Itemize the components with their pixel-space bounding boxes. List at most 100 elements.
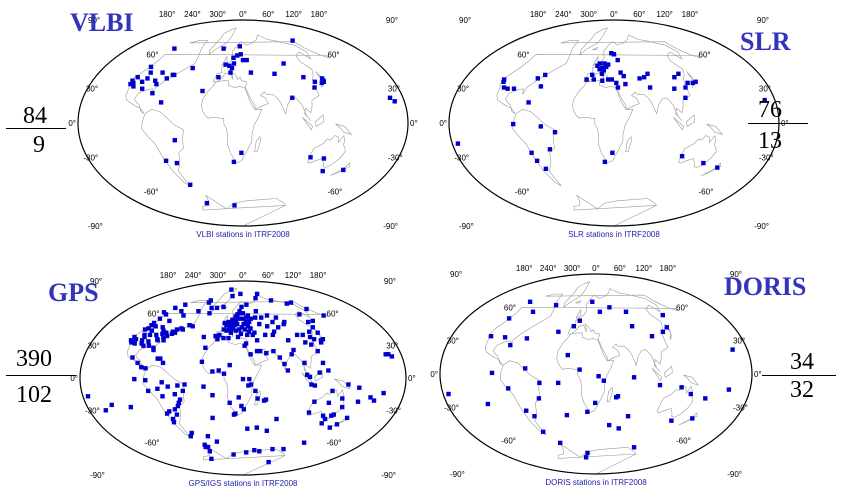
station-marker	[488, 334, 494, 339]
station-marker	[616, 426, 621, 431]
latitude-label-right: 60°	[327, 309, 339, 318]
station-marker	[690, 80, 695, 86]
station-marker	[320, 413, 326, 418]
station-marker	[149, 328, 154, 333]
station-marker	[228, 330, 234, 335]
station-marker	[265, 324, 270, 329]
station-marker	[506, 316, 512, 321]
station-marker	[199, 359, 205, 364]
station-marker	[614, 80, 619, 86]
station-marker	[340, 396, 345, 401]
gps-count-rule	[6, 375, 76, 376]
vlbi-count-rule	[6, 128, 66, 129]
station-marker	[690, 416, 695, 421]
station-marker	[132, 376, 137, 382]
station-marker	[231, 412, 237, 417]
gps-map-frame	[79, 280, 407, 476]
station-marker	[310, 318, 315, 324]
station-marker	[585, 450, 590, 456]
station-marker	[243, 319, 248, 325]
station-marker	[274, 416, 279, 422]
station-marker	[258, 348, 263, 354]
latitude-label-left: -30°	[454, 153, 469, 162]
station-marker	[103, 408, 108, 413]
latitude-label-right: -60°	[676, 437, 691, 446]
station-marker	[206, 300, 212, 305]
station-marker	[693, 79, 698, 84]
longitude-label: 180°	[159, 10, 176, 19]
latitude-label-right: 90°	[459, 16, 471, 25]
station-marker	[317, 370, 322, 375]
station-marker	[241, 321, 246, 327]
station-marker	[387, 95, 393, 100]
station-marker	[591, 77, 596, 82]
station-marker	[547, 147, 553, 152]
slr-landmass	[496, 27, 724, 226]
station-marker	[183, 302, 188, 307]
station-marker	[601, 68, 606, 73]
station-marker	[239, 304, 244, 310]
station-marker	[160, 70, 165, 75]
station-marker	[286, 338, 291, 343]
station-marker	[340, 404, 345, 410]
station-marker	[232, 203, 237, 208]
station-marker	[527, 299, 533, 304]
longitude-label: 180°	[682, 10, 699, 19]
station-marker	[300, 332, 305, 338]
latitude-label-left: -30°	[444, 403, 459, 412]
station-marker	[501, 85, 507, 90]
slr-caption: SLR stations in ITRF2008	[568, 230, 660, 239]
station-marker	[160, 325, 165, 330]
station-marker	[346, 382, 351, 387]
longitude-label: 120°	[636, 264, 653, 273]
station-marker	[196, 309, 201, 314]
station-marker	[179, 309, 184, 314]
latitude-label-right: -90°	[88, 222, 103, 231]
latitude-label-right: -30°	[386, 406, 401, 415]
station-marker	[132, 341, 137, 346]
station-marker	[355, 399, 361, 404]
longitude-label: 0°	[610, 10, 618, 19]
latitude-label-left: -60°	[515, 188, 530, 197]
station-marker	[233, 328, 238, 333]
latitude-label-left: -30°	[83, 153, 98, 162]
station-marker	[133, 337, 139, 342]
station-marker	[207, 311, 212, 316]
station-marker	[257, 449, 262, 454]
station-marker	[227, 362, 232, 368]
station-marker	[672, 75, 677, 80]
station-marker	[172, 407, 178, 412]
station-marker	[169, 331, 175, 336]
station-marker	[304, 306, 309, 312]
doris-caption: DORIS stations in ITRF2008	[545, 478, 647, 487]
station-marker	[167, 409, 172, 414]
latitude-label-left: -90°	[381, 471, 396, 480]
station-marker	[597, 61, 603, 66]
station-marker	[163, 312, 169, 317]
station-marker	[160, 360, 166, 366]
station-marker	[248, 352, 253, 357]
station-marker	[543, 166, 549, 171]
station-marker	[649, 334, 655, 339]
latitude-label-right: -60°	[328, 188, 343, 197]
latitude-label-left: 30°	[88, 342, 100, 351]
station-marker	[253, 296, 258, 301]
station-marker	[213, 333, 218, 339]
station-marker	[200, 88, 205, 94]
station-marker	[571, 324, 576, 329]
station-marker	[609, 51, 614, 56]
station-marker	[153, 324, 158, 329]
station-marker	[595, 63, 600, 68]
station-marker	[631, 375, 637, 380]
latitude-label-left: -90°	[754, 222, 769, 231]
latitude-label-right: 0°	[754, 370, 762, 379]
station-marker	[647, 85, 653, 90]
longitude-label: 180°	[160, 271, 177, 280]
station-marker	[142, 334, 147, 340]
station-marker	[223, 62, 228, 67]
station-marker	[331, 412, 336, 417]
station-marker	[715, 165, 720, 170]
station-marker	[645, 71, 650, 76]
station-marker	[590, 72, 595, 78]
station-marker	[155, 356, 160, 361]
